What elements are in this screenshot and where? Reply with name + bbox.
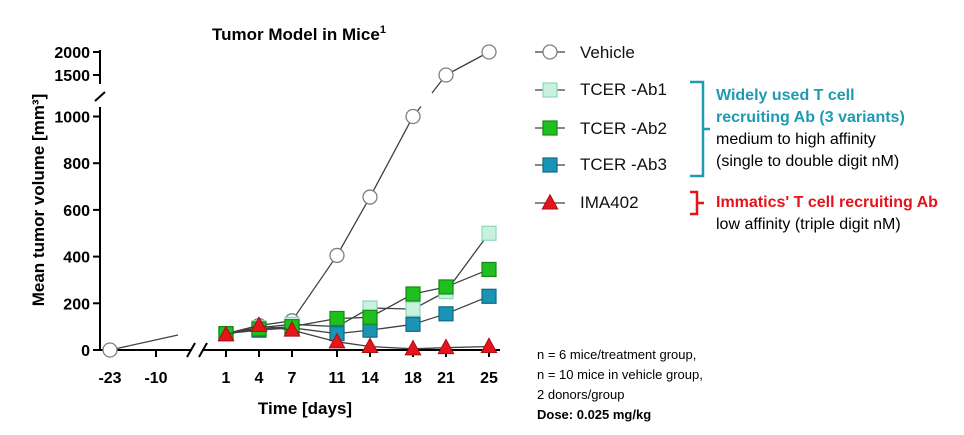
- y-tick-label-200: 200: [63, 296, 90, 313]
- data-point: [481, 261, 497, 278]
- legend-label-tcer-ab2: TCER -Ab2: [580, 119, 667, 138]
- data-point: [481, 225, 497, 241]
- footnote-line1: n = 6 mice/treatment group,: [537, 347, 697, 362]
- series-ima402: [217, 316, 498, 356]
- data-point: [405, 108, 421, 125]
- x-axis-break-mark-1: [186, 342, 196, 358]
- legend-marker-circle: [542, 44, 558, 60]
- data-point: [438, 279, 454, 295]
- chart-title-superscript: 1: [380, 24, 386, 36]
- legend-label-ima402: IMA402: [580, 193, 639, 212]
- series-segment: [445, 51, 490, 76]
- y-tick-label-2000: 2000: [54, 45, 90, 62]
- group1-desc-line2: (single to double digit nM): [716, 153, 900, 170]
- data-point: [405, 316, 421, 332]
- x-tick-label-1: 1: [222, 370, 231, 387]
- data-point: [217, 325, 235, 342]
- group1-desc-line1: medium to high affinity: [716, 131, 876, 148]
- y-axis-break-mark: [94, 91, 106, 102]
- x-tick-label-11: 11: [329, 370, 346, 387]
- data-point: [362, 322, 378, 338]
- legend-marker-square: [542, 82, 558, 98]
- series-segment: [369, 345, 414, 350]
- series-segment: [369, 116, 414, 198]
- data-point: [329, 247, 345, 264]
- y-tick-label-0: 0: [81, 343, 90, 360]
- series-segment: [412, 347, 447, 350]
- series-segment: [291, 329, 338, 343]
- x-tick-label-7: 7: [288, 370, 297, 387]
- series-segment: [258, 324, 293, 331]
- data-point: [404, 339, 422, 356]
- data-point: [283, 320, 301, 337]
- legend-marker-triangle: [541, 193, 559, 210]
- data-point: [405, 286, 421, 302]
- legend-label-tcer-ab3: TCER -Ab3: [580, 155, 667, 174]
- data-point: [361, 337, 379, 353]
- data-point: [437, 338, 455, 355]
- group2-desc: low affinity (triple digit nM): [716, 216, 901, 233]
- footnote-line4: Dose: 0.025 mg/kg: [537, 407, 652, 422]
- legend-marker-square: [542, 120, 558, 136]
- y-tick-label-1000: 1000: [54, 110, 90, 127]
- legend-label-vehicle: Vehicle: [580, 43, 635, 62]
- data-point: [480, 337, 498, 353]
- data-point: [362, 189, 378, 205]
- x-axis-break-mark-2: [198, 342, 208, 358]
- series-segment: [336, 341, 371, 348]
- x-axis-title: Time [days]: [258, 399, 352, 418]
- chart-title: Tumor Model in Mice1: [212, 24, 386, 44]
- y-tick-label-800: 800: [63, 156, 90, 173]
- data-point: [481, 288, 497, 304]
- data-point: [328, 332, 346, 349]
- x-tick-label-14: 14: [361, 370, 379, 387]
- data-point: [438, 67, 454, 83]
- data-point: [102, 342, 118, 358]
- series-segment: [109, 334, 179, 351]
- legend-label-tcer-ab1: TCER -Ab1: [580, 80, 667, 99]
- x-tick-label--23: -23: [98, 370, 121, 387]
- x-tick-label-4: 4: [255, 370, 264, 387]
- data-point: [329, 310, 345, 327]
- data-point: [481, 44, 497, 60]
- group2-title: Immatics' T cell recruiting Ab: [716, 194, 938, 211]
- data-point: [362, 309, 378, 325]
- data-point: [250, 316, 268, 332]
- x-tick-label--10: -10: [144, 370, 167, 387]
- data-point: [405, 301, 421, 317]
- y-axis-title: Mean tumor volume [mm³]: [29, 94, 48, 307]
- series-segment: [291, 255, 338, 322]
- x-tick-label-25: 25: [480, 370, 498, 387]
- y-tick-label-400: 400: [63, 250, 90, 267]
- x-tick-label-18: 18: [404, 370, 422, 387]
- group1-bracket: [690, 80, 710, 178]
- data-point: [438, 306, 454, 322]
- series-segment: [336, 196, 371, 256]
- group1-title-line1: Widely used T cell: [716, 87, 855, 104]
- series-vehicle: [102, 44, 497, 358]
- footnote-line2: n = 10 mice in vehicle group,: [537, 367, 703, 382]
- y-tick-label-1500: 1500: [54, 68, 90, 85]
- y-tick-label-600: 600: [63, 203, 90, 220]
- group1-title-line2: recruiting Ab (3 variants): [716, 109, 905, 126]
- x-tick-label-21: 21: [437, 370, 455, 387]
- group2-bracket: [690, 190, 704, 216]
- legend-marker-square: [542, 157, 558, 173]
- series-segment: [445, 345, 490, 349]
- footnote-line3: 2 donors/group: [537, 387, 625, 402]
